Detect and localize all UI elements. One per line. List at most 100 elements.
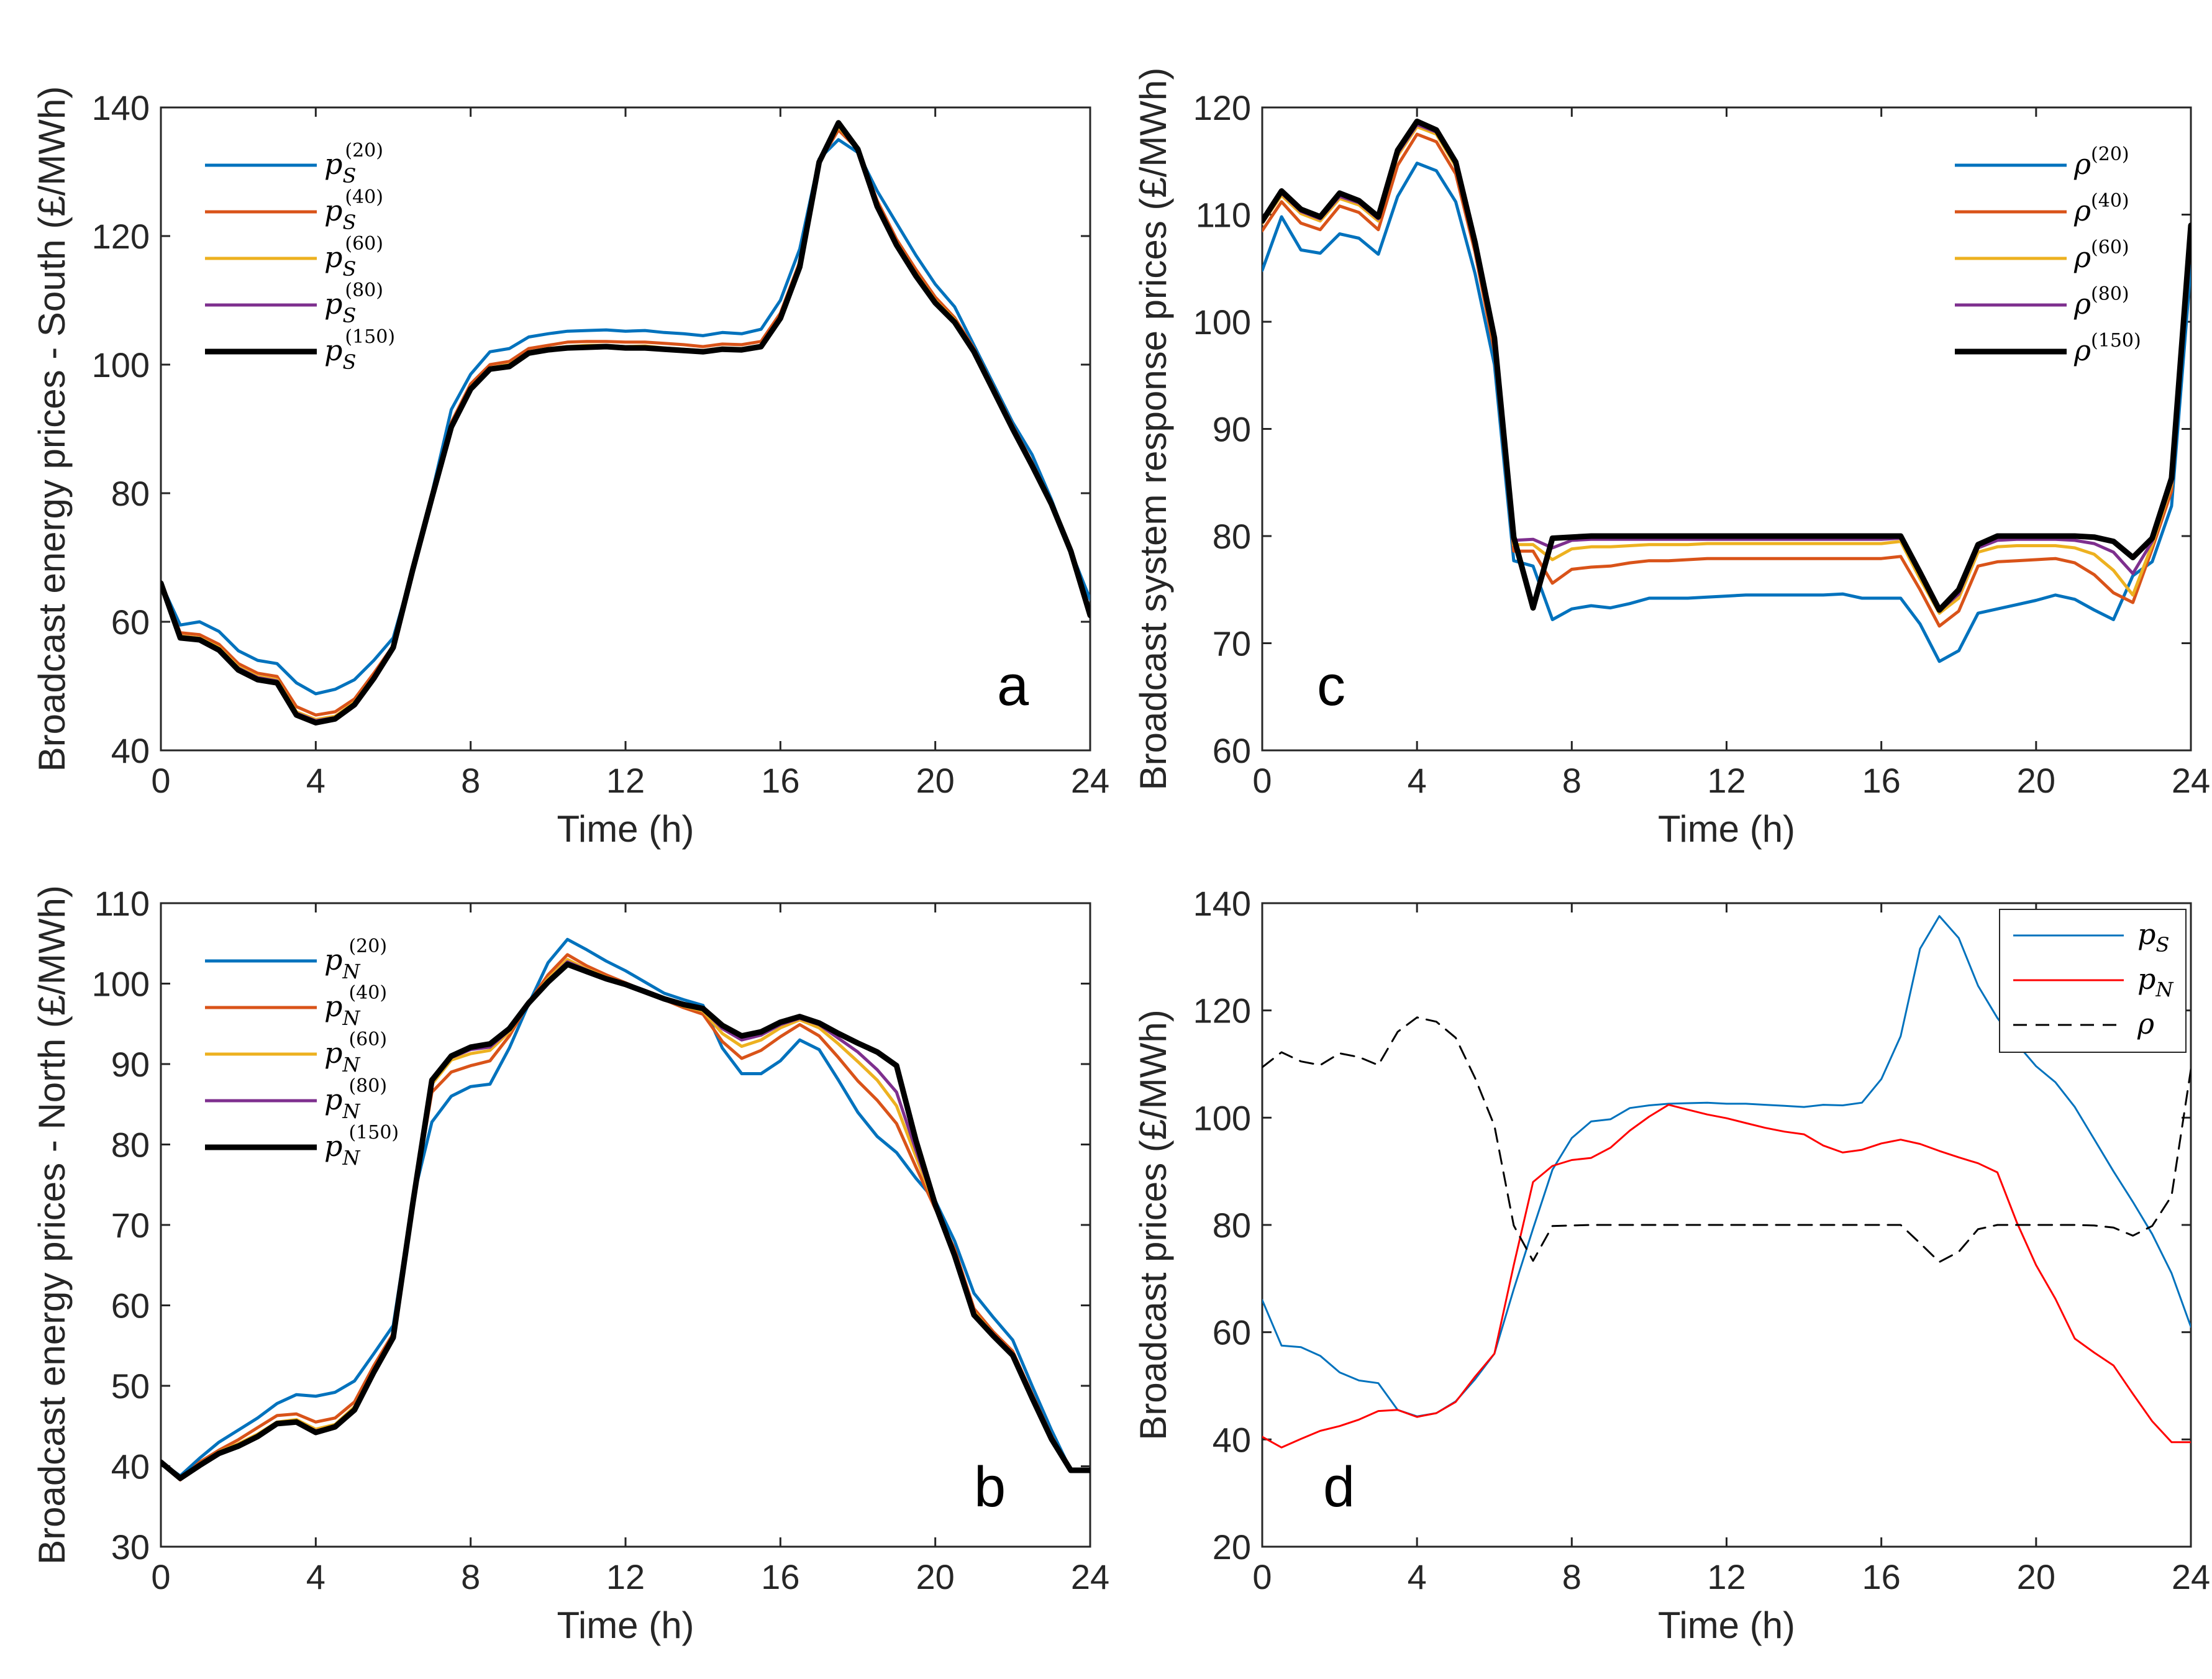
panel-letter: d [1323,1455,1355,1519]
legend-superscript: (60) [2091,237,2129,258]
legend-label-r60: ρ(60) [2073,237,2129,274]
x-tick-label: 20 [2017,1557,2055,1596]
y-tick-label: 80 [111,474,150,513]
legend-var: ρ [2073,240,2091,274]
y-tick-label: 110 [94,884,150,923]
y-tick-label: 40 [111,1447,150,1486]
legend-var: p [324,334,342,367]
y-tick-label: 60 [111,603,150,642]
y-tick-label: 20 [1213,1527,1251,1567]
legend-superscript: (40) [345,186,383,208]
y-tick-label: 30 [111,1527,150,1567]
x-tick-label: 8 [1562,1557,1582,1596]
x-tick-label: 20 [916,761,955,800]
legend-label-n40: pN(40) [324,982,387,1030]
x-axis-label: Time (h) [557,808,694,850]
series-line-r20 [1262,162,2191,663]
legend-superscript: (80) [2091,283,2129,305]
y-tick-label: 70 [1213,624,1251,663]
y-tick-label: 110 [1196,196,1251,235]
x-tick-label: 16 [1862,1557,1901,1596]
x-tick-label: 20 [2017,761,2055,800]
legend-label-s80: pS (80) [324,280,383,327]
series-line-n150 [161,961,1090,1481]
y-axis-label: Broadcast system response prices (£/MWh) [1132,68,1174,791]
legend-superscript: (80) [345,280,383,301]
x-axis-label: Time (h) [1658,808,1795,850]
legend-var: ρ [2073,287,2091,321]
x-tick-label: 16 [1862,761,1901,800]
legend-var: ρ [2137,1007,2154,1040]
series-group [1262,915,2191,1449]
y-axis-label: Broadcast energy prices - South (£/MWh) [31,86,73,772]
panel-a: 0 4 8 12 16 20 24 40 60 80 100 120 140 Time (h) Broadc… [31,86,1109,850]
legend-superscript: (20) [348,935,387,957]
legend-var: p [324,194,342,227]
legend-label-r40: ρ(40) [2073,190,2129,227]
legend-subscript: S [2155,933,2169,957]
legend-subscript: S [342,257,356,281]
y-axis-label: Broadcast energy prices - North (£/MWh) [31,885,73,1565]
x-tick-label: 24 [1071,1557,1109,1596]
legend-subscript: N [342,1146,360,1170]
y-tick-label: 70 [111,1206,150,1245]
legend-subscript: N [342,960,360,983]
y-tick-label: 120 [1193,991,1251,1031]
legend: pN(20)pN(40)pN(60)pN(80)pN(150) [205,935,399,1170]
legend-label-n60: pN (60) [324,1029,387,1076]
x-tick-label: 12 [1707,761,1745,800]
y-tick-label: 120 [1193,88,1251,127]
legend-label-s20: pS(20) [324,140,383,188]
panel-letter: a [997,654,1029,717]
x-tick-label: 24 [2172,1557,2210,1596]
legend-label-n80: pN(80) [324,1075,387,1123]
series-line-r150 [1262,118,2191,613]
x-tick-label: 0 [151,761,170,800]
legend-var: ρ [2073,147,2091,181]
legend-superscript: (40) [2091,190,2129,212]
panel-d: 0 4 8 12 16 20 24 20 40 60 80 100 120 140 Time (h) Broa… [1132,884,2210,1646]
y-tick-label: 60 [1213,731,1251,770]
legend-var: p [324,1129,342,1163]
legend-subscript: S [342,211,356,234]
x-tick-label: 12 [606,761,645,800]
y-tick-label: 100 [1193,303,1251,342]
legend-superscript: (150) [2091,330,2141,352]
legend-superscript: (60) [345,233,383,255]
y-tick-label: 80 [111,1126,150,1165]
x-tick-label: 12 [1707,1557,1745,1596]
series-line-drho [1262,1016,2191,1263]
plot-area [1261,106,2192,752]
legend-label-n150: pN(150) [324,1122,399,1170]
y-axis-label: Broadcast prices (£/MWh) [1132,1009,1174,1440]
legend-var: ρ [2073,194,2091,227]
legend-label-s150: pS(150) [324,326,395,374]
legend: ρ(20)ρ(40)ρ(60)ρ(80)ρ(150) [1955,143,2141,367]
series-line-r40 [1262,132,2191,628]
legend-label-r150: ρ(150) [2073,330,2141,367]
x-tick-label: 8 [461,761,480,800]
legend-label-dpn: pN [2137,962,2173,1001]
x-tick-label: 4 [1408,1557,1427,1596]
x-tick-label: 0 [151,1557,170,1596]
x-tick-label: 4 [306,1557,325,1596]
x-tick-label: 12 [606,1557,645,1596]
legend-var: p [2137,917,2155,951]
legend: pS(20)pS(40)pS(60)pS(80)pS(150) [205,140,395,374]
series-group [1262,118,2191,663]
legend-var: p [324,1083,342,1116]
legend-subscript: N [342,1099,360,1123]
legend-superscript: (80) [348,1075,387,1097]
y-tick-label: 90 [1213,410,1251,449]
series-line-s20 [161,138,1090,696]
legend-subscript: S [342,350,356,374]
x-tick-label: 20 [916,1557,955,1596]
x-tick-label: 0 [1252,761,1272,800]
legend-superscript: (150) [348,1122,399,1144]
legend-subscript: S [342,304,356,327]
legend-superscript: (60) [348,1029,387,1050]
legend-var: p [324,147,342,181]
legend-superscript: (40) [348,982,387,1004]
y-tick-label: 40 [111,731,150,770]
